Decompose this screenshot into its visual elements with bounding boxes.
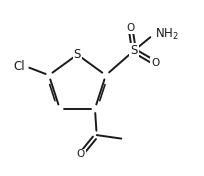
Text: O: O <box>126 23 135 33</box>
Text: S: S <box>74 48 81 61</box>
Text: S: S <box>130 44 138 57</box>
Text: O: O <box>151 58 159 68</box>
Text: Cl: Cl <box>13 60 25 73</box>
Text: NH$_2$: NH$_2$ <box>155 27 179 42</box>
Text: O: O <box>77 149 85 159</box>
